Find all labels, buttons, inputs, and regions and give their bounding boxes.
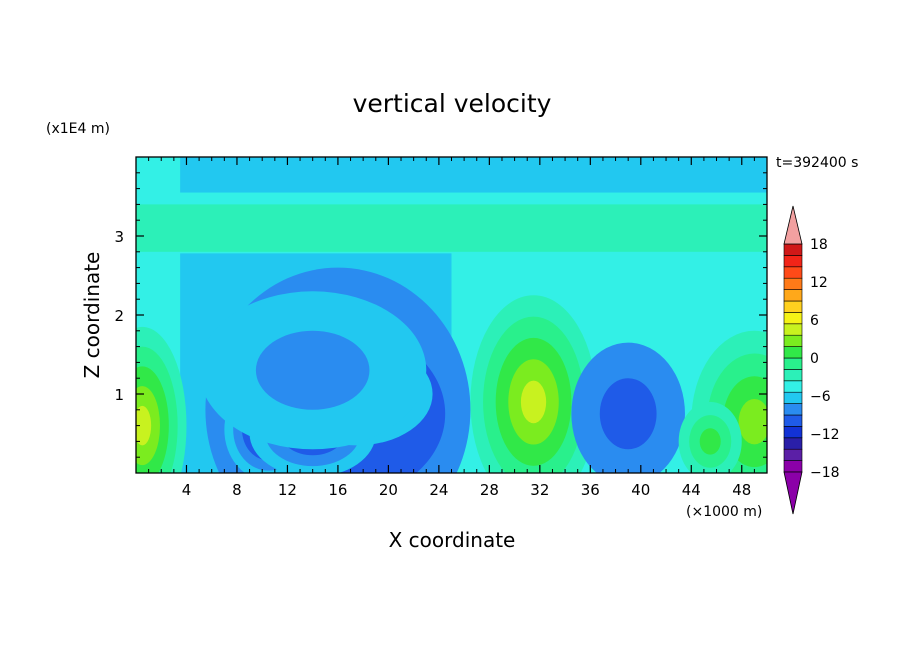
colorbar-swatch: [783, 323, 803, 336]
x-tick-label: 4: [182, 481, 192, 499]
colorbar-label: 18: [810, 237, 828, 253]
downdraft-contour: [599, 378, 657, 450]
colorbar-label: 0: [810, 351, 819, 367]
colorbar-label: 12: [810, 275, 828, 291]
y-tick-label: 3: [114, 228, 124, 246]
time-label: t=392400 s: [776, 155, 858, 171]
x-ticks: 4 8 12 16 20 24 28 32 36 40 44 48: [148, 157, 755, 499]
x-tick-label: 16: [328, 481, 347, 499]
colorbar-label: −18: [810, 465, 840, 481]
x-tick-label: 48: [732, 481, 751, 499]
colorbar-swatch: [783, 277, 803, 290]
x-tick-label: 24: [429, 481, 448, 499]
colorbar-swatch: [783, 255, 803, 268]
x-tick-label: 12: [278, 481, 297, 499]
y-ticks: 1 2 3: [114, 172, 767, 458]
colorbar-under-triangle: [783, 471, 803, 515]
colorbar-swatch: [783, 437, 803, 450]
x-tick-label: 40: [631, 481, 650, 499]
x-axis-label: X coordinate: [389, 528, 516, 552]
colorbar-swatch: [783, 369, 803, 382]
contour-layer: [136, 157, 767, 473]
colorbar-label: −12: [810, 427, 840, 443]
y-axis-label: Z coordinate: [80, 252, 104, 379]
updraft-contour: [136, 405, 152, 446]
colorbar-swatch: [783, 243, 803, 256]
colorbar-swatch: [783, 380, 803, 393]
y-unit-label: (x1E4 m): [46, 121, 110, 137]
y-tick-label: 2: [114, 307, 124, 325]
colorbar-swatch: [783, 266, 803, 279]
colorbar-swatch: [783, 414, 803, 427]
colorbar-over-triangle: [783, 205, 803, 245]
colorbar-swatch: [783, 312, 803, 325]
colorbar-swatch: [783, 334, 803, 347]
x-tick-label: 8: [232, 481, 242, 499]
colorbar-label: 6: [810, 313, 819, 329]
top-layer: [180, 157, 767, 193]
velocity-field: [136, 157, 767, 473]
colorbar-swatch: [783, 403, 803, 416]
updraft-contour: [520, 380, 547, 424]
colorbar-swatch: [783, 289, 803, 302]
colorbar-swatch: [783, 426, 803, 439]
colorbar-swatch: [783, 448, 803, 461]
x-tick-label: 44: [682, 481, 701, 499]
colorbar-swatch: [783, 460, 803, 473]
x-tick-label: 36: [581, 481, 600, 499]
colorbar-label: −6: [810, 389, 831, 405]
colorbar: 18 12 6 0 −6 −12 −18: [783, 205, 840, 515]
updraft-contour: [738, 398, 767, 445]
chart-title: vertical velocity: [353, 89, 552, 118]
updraft-contour: [699, 428, 721, 455]
downdraft-contour: [255, 330, 370, 410]
x-tick-label: 32: [530, 481, 549, 499]
x-tick-label: 28: [480, 481, 499, 499]
y-tick-label: 1: [114, 386, 124, 404]
colorbar-swatch: [783, 300, 803, 313]
colorbar-swatch: [783, 391, 803, 404]
colorbar-swatch: [783, 357, 803, 370]
colorbar-swatch: [783, 346, 803, 359]
x-unit-label: (×1000 m): [686, 504, 762, 520]
x-tick-label: 20: [379, 481, 398, 499]
